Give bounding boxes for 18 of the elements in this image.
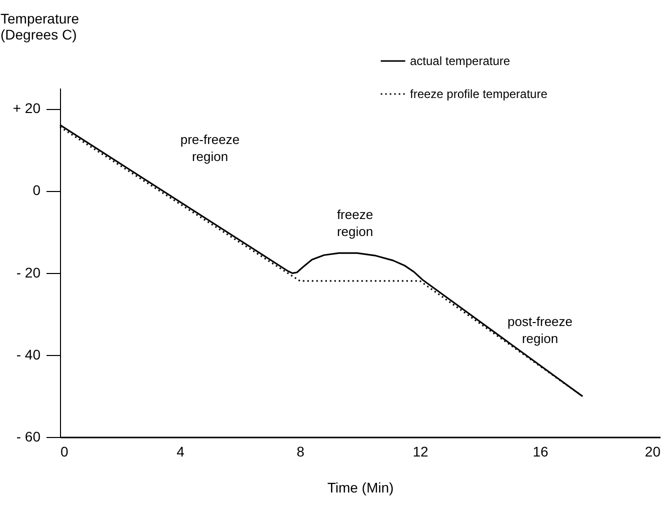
annotation: freeze region bbox=[336, 207, 374, 239]
x-tick-label: 0 bbox=[60, 444, 68, 460]
x-tick-label: 12 bbox=[412, 444, 428, 460]
y-tick-label: - 20 bbox=[16, 264, 41, 280]
x-tick-label: 4 bbox=[176, 444, 185, 460]
x-tick-label: 20 bbox=[644, 444, 661, 460]
annotation: pre-freeze region bbox=[180, 132, 240, 164]
x-tick-label: 8 bbox=[296, 444, 305, 460]
y-tick-label: 0 bbox=[32, 182, 41, 198]
x-tick-label: 16 bbox=[532, 444, 548, 460]
y-tick-label: - 60 bbox=[16, 428, 41, 444]
y-axis-title: Temperature (Degrees C) bbox=[0, 10, 80, 42]
legend-label: freeze profile temperature bbox=[410, 87, 548, 101]
x-axis-title: Time (Min) bbox=[327, 480, 394, 496]
y-tick-label: - 40 bbox=[16, 346, 41, 362]
legend-label: actual temperature bbox=[410, 54, 510, 68]
y-tick-label: + 20 bbox=[12, 100, 41, 116]
annotation: post-freeze region bbox=[507, 314, 573, 346]
